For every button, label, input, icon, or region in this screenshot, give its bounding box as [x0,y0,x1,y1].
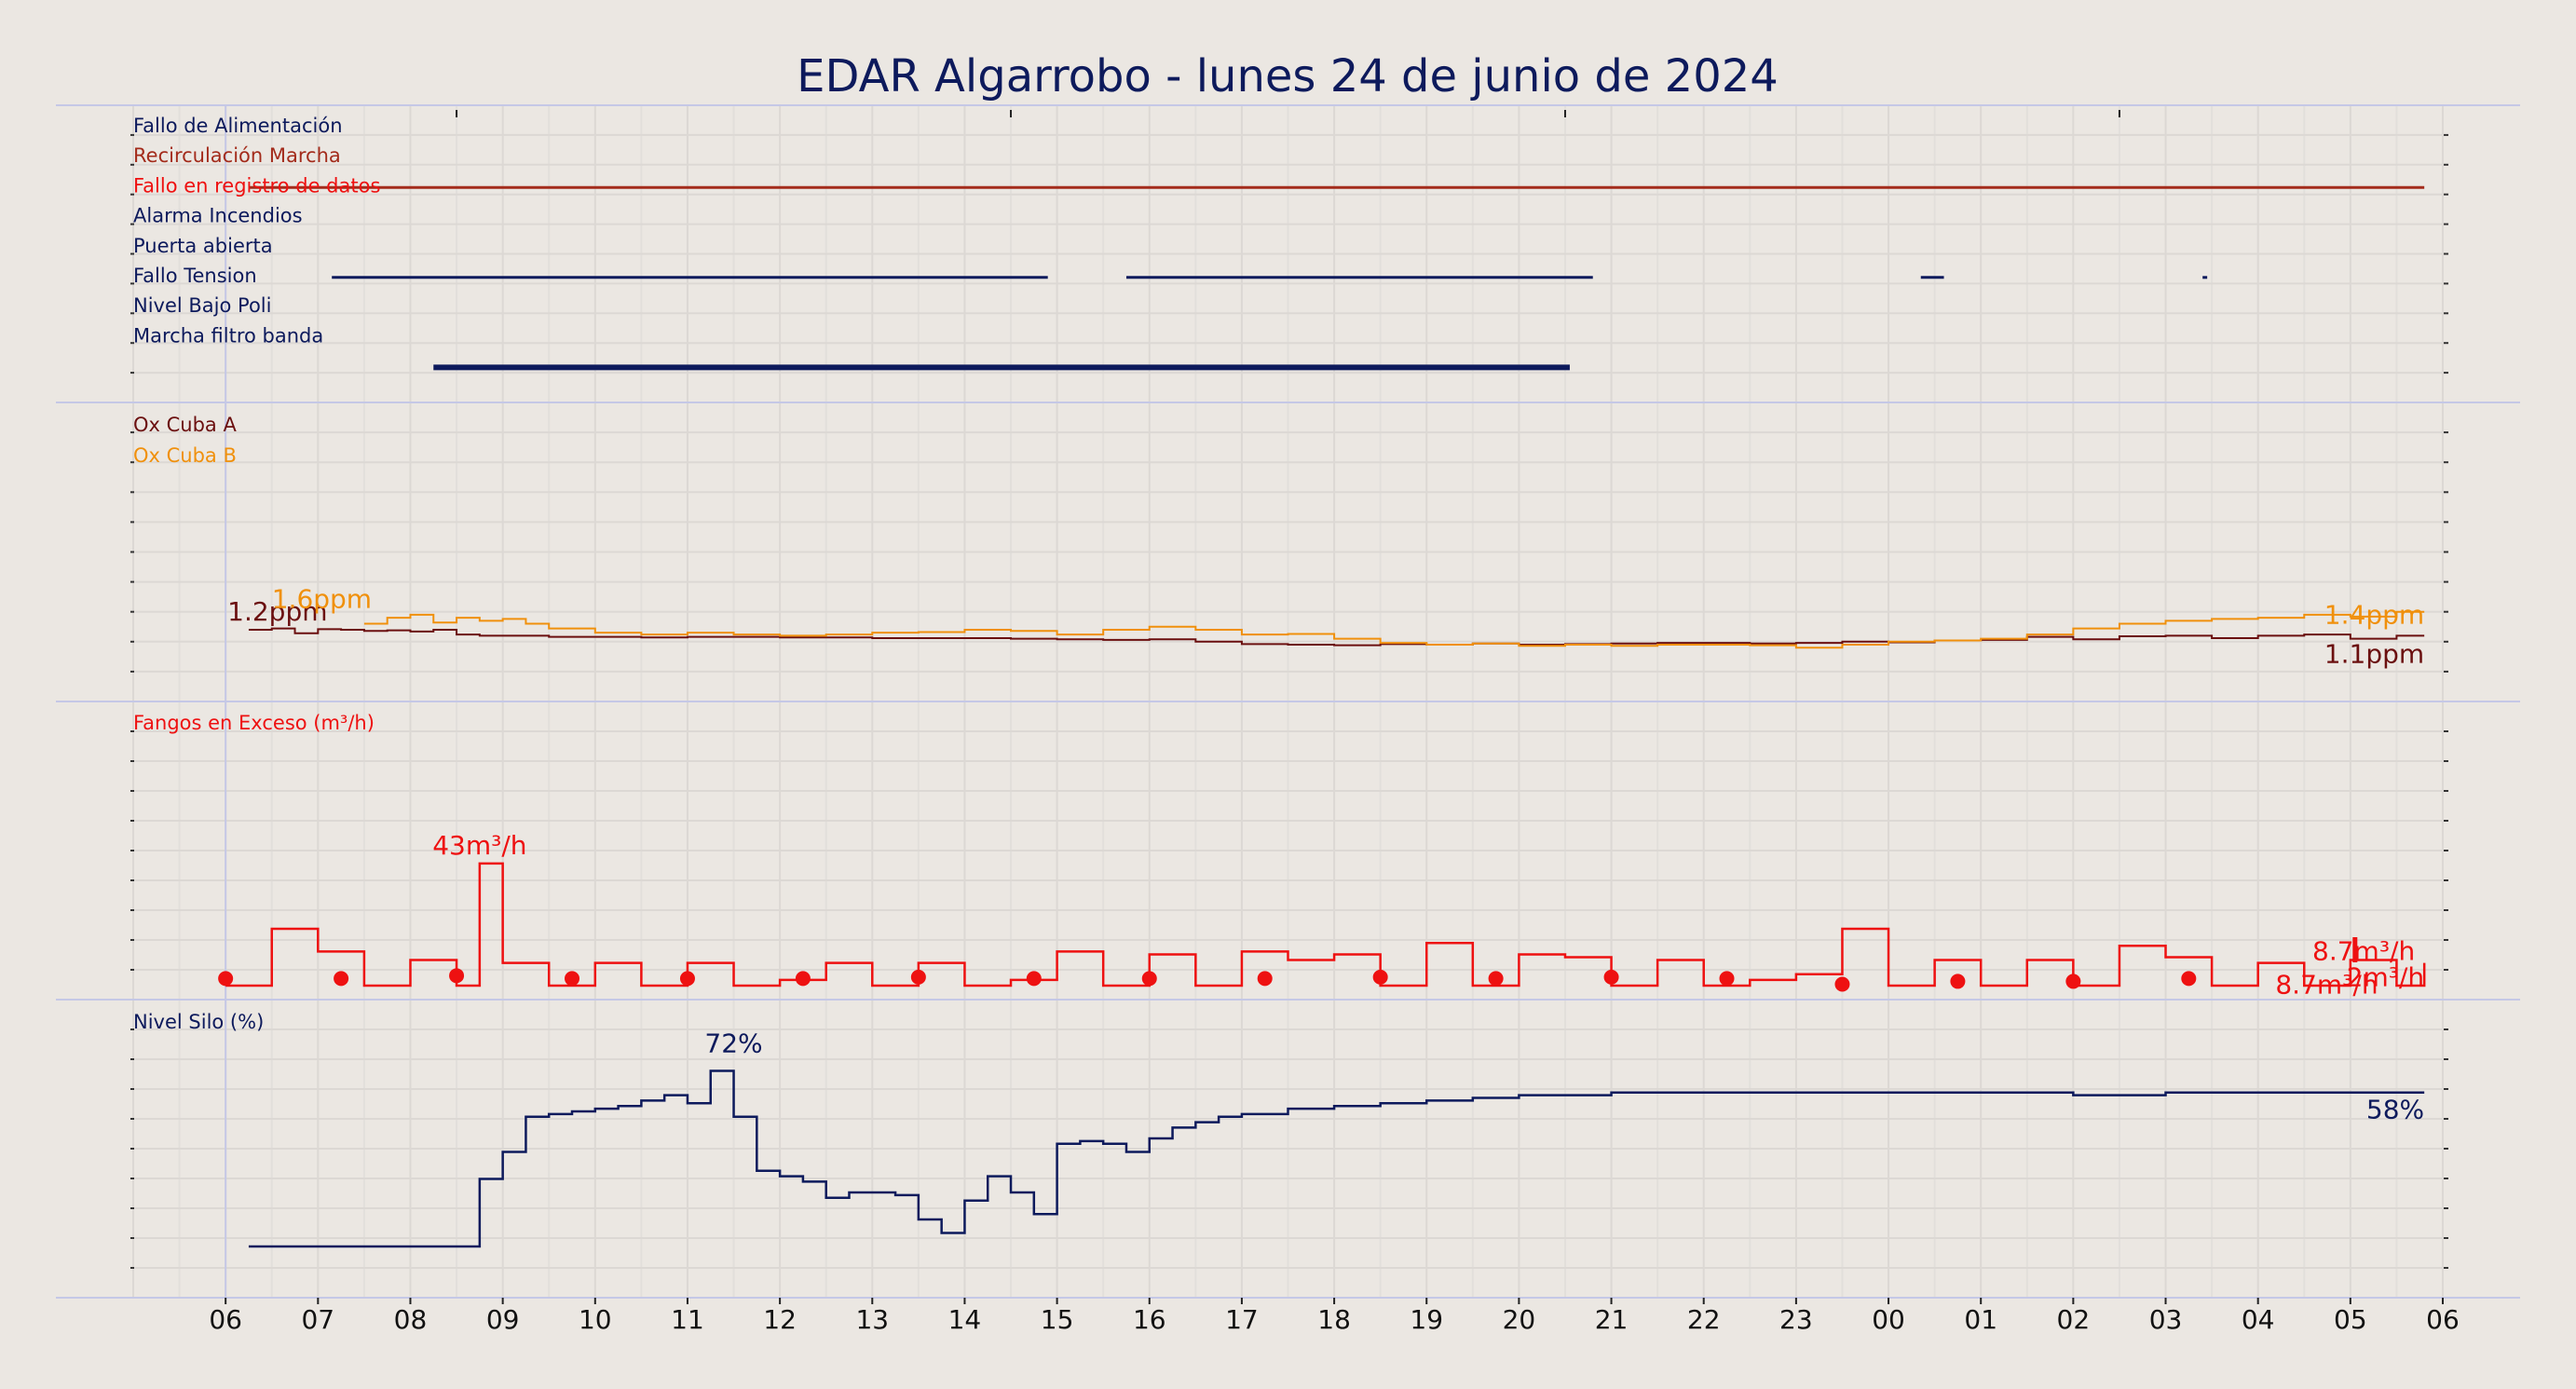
fangos-dot [2181,971,2197,987]
fangos-dot [2065,974,2081,989]
x-tick-label: 17 [1225,1304,1259,1335]
x-tick-label: 01 [1964,1304,1997,1335]
x-tick-label: 22 [1687,1304,1721,1335]
state-label: Alarma Incendios [133,205,303,227]
fangos-dot [1026,971,1042,987]
fangos-dot [449,968,465,984]
x-tick-label: 09 [486,1304,520,1335]
x-tick-label: 23 [1779,1304,1813,1335]
fangos-dot [1372,969,1388,985]
state-label: Fallo en registro de datos [133,174,380,197]
oxygen-legend-label: Ox Cuba A [133,414,237,436]
x-tick-label: 02 [2057,1304,2091,1335]
fangos-dot [1141,971,1157,987]
silo-panel: Nivel Silo (%) 72% 58% [133,1011,2425,1248]
state-label: Fallo Tension [133,265,257,287]
x-tick-label: 20 [1503,1304,1536,1335]
x-tick-label: 13 [855,1304,889,1335]
x-tick-label: 10 [579,1304,612,1335]
ox-b-end-label: 1.4ppm [2324,600,2424,631]
x-tick-label: 18 [1317,1304,1351,1335]
x-tick-label: 15 [1041,1304,1074,1335]
state-label: Puerta abierta [133,235,273,257]
x-tick-label: 11 [671,1304,704,1335]
x-tick-label: 00 [1872,1304,1905,1335]
fangos-dot [1488,971,1504,987]
fangos-dot [679,971,695,987]
fangos-end-label-3: 2m³/h [2347,962,2425,993]
fangos-legend-label: Fangos en Exceso (m³/h) [133,712,375,734]
fangos-dot [1603,969,1619,985]
states-panel: Fallo de Alimentación Recirculación March… [133,115,2425,371]
silo-series-line [248,1069,2425,1248]
x-tick-label: 12 [763,1304,797,1335]
state-label: Nivel Bajo Poli [133,294,271,317]
x-axis: 06 07 08 09 10 11 12 13 14 15 16 17 18 19 20 21 22 23 00 01… [209,1298,2460,1335]
x-tick-label: 14 [948,1304,982,1335]
fangos-dot [1719,971,1735,987]
fangos-dot [1257,971,1273,987]
chart-title: EDAR Algarrobo - lunes 24 de junio de 20… [797,50,1779,102]
y-tick-marks [130,110,2448,1269]
state-label: Fallo de Alimentación [133,115,343,137]
silo-end-label: 58% [2366,1095,2424,1125]
fangos-panel: Fangos en Exceso (m³/h) 43m³/h 8.7m³/h8.7m… [133,712,2426,1001]
x-tick-label: 04 [2242,1304,2275,1335]
ox-a-end-label: 1.1ppm [2324,638,2424,669]
x-tick-label: 08 [394,1304,428,1335]
x-tick-label: 16 [1133,1304,1166,1335]
fangos-dot [218,971,234,987]
x-tick-label: 06 [209,1304,242,1335]
silo-max-label: 72% [704,1028,762,1059]
fangos-end-label-1: 8.7m³/h [2312,936,2415,967]
fangos-dot [334,971,349,987]
fangos-dot [795,971,811,987]
fangos-dot [1950,974,1966,989]
panel-borders [56,104,2520,1299]
x-tick-label: 06 [2426,1304,2460,1335]
oxygen-series-line [248,627,2425,647]
fangos-dot [1834,976,1850,992]
oxygen-series-line [363,610,2425,649]
fangos-end-label-2: 8.7m³/h [2275,970,2378,1001]
ox-b-start-label: 1.6ppm [272,584,372,615]
ox-a-start-label: 1.2ppm [227,596,327,627]
oxygen-legend-label: Ox Cuba B [133,444,237,467]
x-tick-label: 05 [2334,1304,2367,1335]
state-label: Marcha filtro banda [133,324,323,347]
x-tick-label: 21 [1595,1304,1629,1335]
fangos-dot [565,971,580,987]
silo-legend-label: Nivel Silo (%) [133,1011,264,1033]
fangos-dot [910,969,926,985]
x-tick-label: 03 [2149,1304,2183,1335]
state-label: Recirculación Marcha [133,144,341,167]
x-tick-label: 07 [301,1304,334,1335]
x-tick-label: 19 [1410,1304,1443,1335]
fangos-peak-label: 43m³/h [432,830,526,861]
